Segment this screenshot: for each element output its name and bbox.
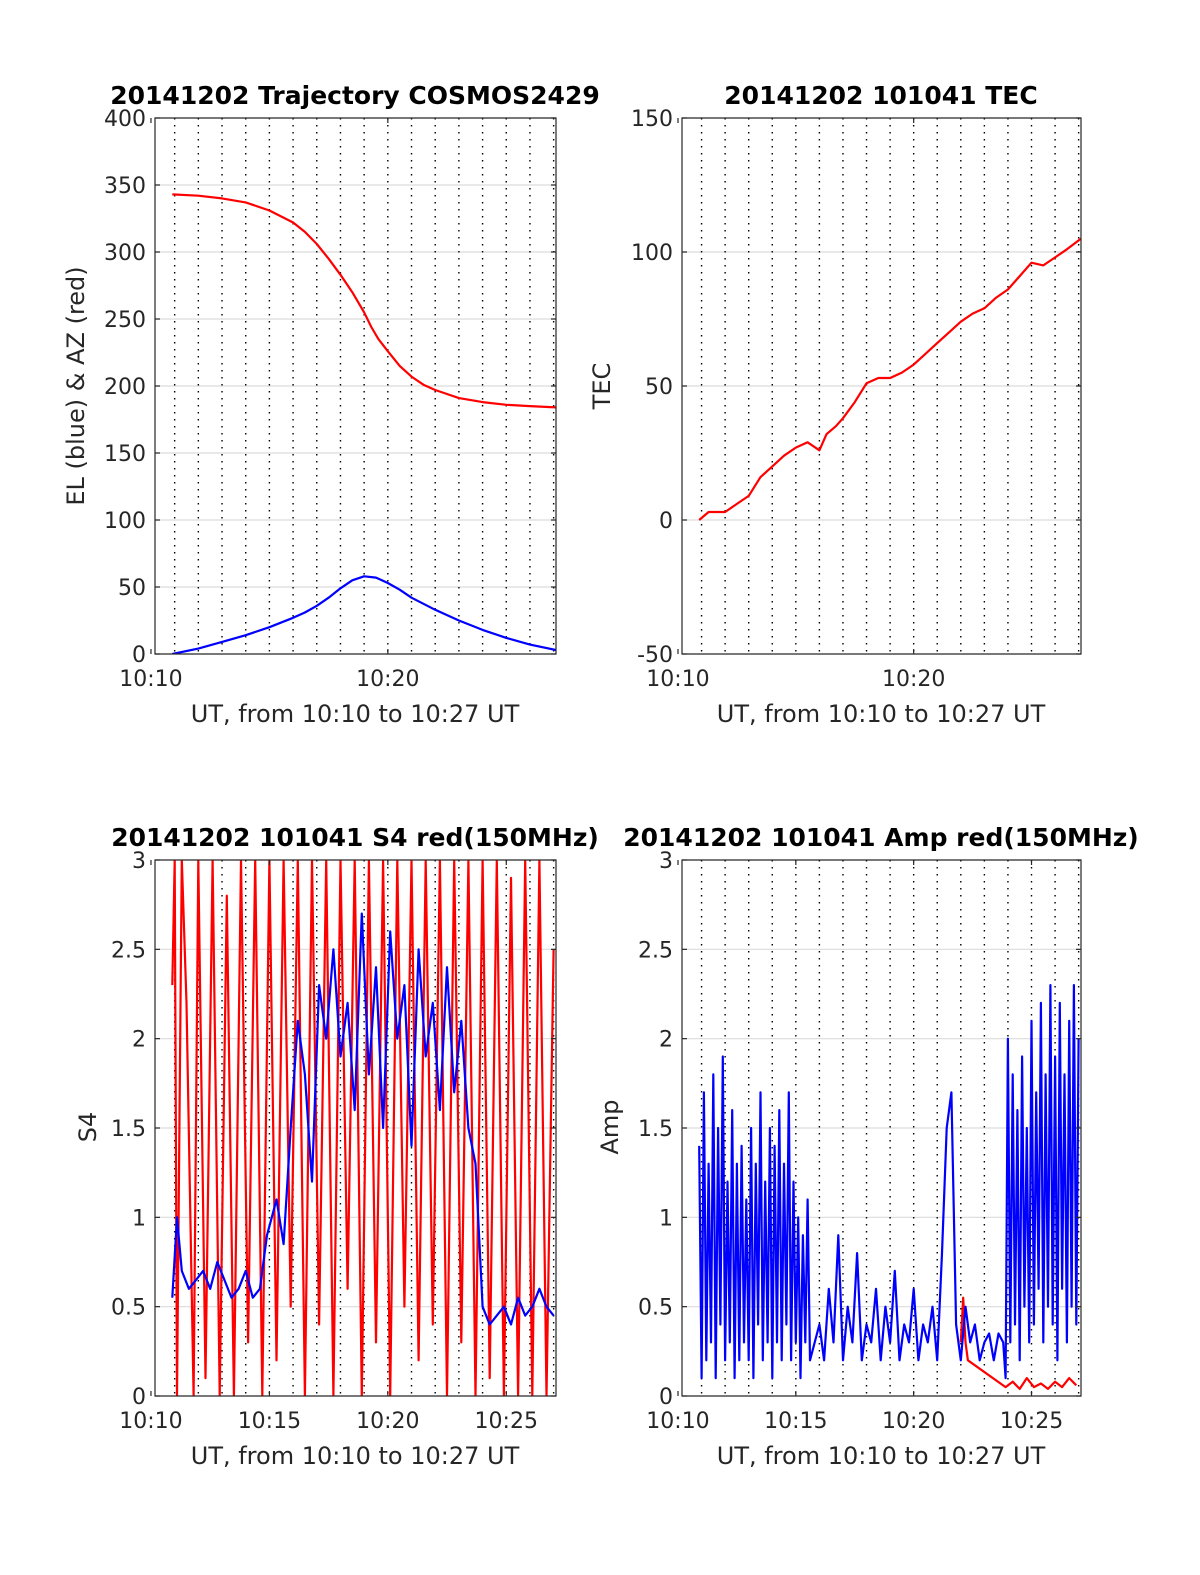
tec-ytick-label-4: 150 bbox=[631, 107, 673, 132]
s4-panel: 0 0.5 1 1.5 2 2.5 3 10:10 10:15 10:20 10:25 201412… bbox=[74, 823, 599, 1470]
amp-ytick-label-2: 1 bbox=[659, 1206, 673, 1231]
tec-ylabel: TEC bbox=[588, 363, 616, 411]
amp-title: 20141202 101041 Amp red(150MHz) bbox=[623, 823, 1139, 852]
tec-ytick-label-1: 0 bbox=[659, 509, 673, 534]
trajectory-ytick-label-6: 300 bbox=[104, 241, 146, 266]
tec-xtick-label-1: 10:20 bbox=[882, 667, 945, 692]
amp-ytick-label-3: 1.5 bbox=[638, 1117, 673, 1142]
amp-ytick-label-0: 0 bbox=[659, 1385, 673, 1410]
trajectory-ytick-label-8: 400 bbox=[104, 107, 146, 132]
amp-xtick-label-3: 10:25 bbox=[1000, 1409, 1063, 1434]
trajectory-ytick-label-2: 100 bbox=[104, 509, 146, 534]
tec-panel: -50 0 50 100 150 10:10 10:20 20141202 101041 T… bbox=[588, 81, 1082, 728]
trajectory-series-az bbox=[172, 193, 556, 409]
s4-xtick-label-3: 10:25 bbox=[475, 1409, 538, 1434]
tec-ytick-label-3: 100 bbox=[631, 241, 673, 266]
trajectory-panel: 0 50 100 150 200 250 300 350 400 10:10 10:20 20141… bbox=[62, 81, 600, 728]
s4-ytick-label-3: 1.5 bbox=[111, 1117, 146, 1142]
amp-panel: 0 0.5 1 1.5 2 2.5 3 10:10 10:15 10:20 10:25 201412… bbox=[596, 823, 1139, 1470]
tec-ytick-label-2: 50 bbox=[645, 375, 673, 400]
s4-xtick-label-2: 10:20 bbox=[356, 1409, 419, 1434]
trajectory-title: 20141202 Trajectory COSMOS2429 bbox=[110, 81, 600, 110]
s4-xtick-label-1: 10:15 bbox=[238, 1409, 301, 1434]
s4-series-s4_red bbox=[171, 860, 555, 1396]
amp-series-amp_red bbox=[959, 1296, 1078, 1391]
trajectory-xtick-label-0: 10:10 bbox=[119, 667, 182, 692]
s4-ytick-label-0: 0 bbox=[132, 1385, 146, 1410]
s4-ytick-label-2: 1 bbox=[132, 1206, 146, 1231]
amp-ytick-label-6: 3 bbox=[659, 849, 673, 874]
amp-xtick-label-0: 10:10 bbox=[646, 1409, 709, 1434]
trajectory-ytick-label-3: 150 bbox=[104, 442, 146, 467]
trajectory-ytick-label-0: 0 bbox=[132, 643, 146, 668]
amp-ytick-label-5: 2.5 bbox=[638, 938, 673, 963]
trajectory-ytick-label-7: 350 bbox=[104, 174, 146, 199]
s4-series-s4_blue bbox=[171, 912, 555, 1326]
tec-title: 20141202 101041 TEC bbox=[724, 81, 1037, 110]
trajectory-ytick-label-4: 200 bbox=[104, 375, 146, 400]
tec-series-tec bbox=[698, 237, 1081, 521]
trajectory-xlabel: UT, from 10:10 to 10:27 UT bbox=[191, 700, 520, 728]
amp-ylabel: Amp bbox=[596, 1099, 624, 1154]
amp-xlabel: UT, from 10:10 to 10:27 UT bbox=[717, 1442, 1046, 1470]
s4-title: 20141202 101041 S4 red(150MHz) bbox=[111, 823, 599, 852]
trajectory-ytick-label-5: 250 bbox=[104, 308, 146, 333]
amp-xtick-label-1: 10:15 bbox=[764, 1409, 827, 1434]
s4-xlabel: UT, from 10:10 to 10:27 UT bbox=[191, 1442, 520, 1470]
trajectory-ylabel: EL (blue) & AZ (red) bbox=[62, 266, 90, 505]
tec-xtick-label-0: 10:10 bbox=[646, 667, 709, 692]
s4-ytick-label-4: 2 bbox=[132, 1028, 146, 1053]
trajectory-xtick-label-1: 10:20 bbox=[356, 667, 419, 692]
s4-ytick-label-6: 3 bbox=[132, 849, 146, 874]
tec-ytick-label-0: -50 bbox=[637, 643, 673, 668]
s4-ytick-label-1: 0.5 bbox=[111, 1296, 146, 1321]
s4-ylabel: S4 bbox=[74, 1112, 102, 1143]
amp-xtick-label-2: 10:20 bbox=[882, 1409, 945, 1434]
tec-xlabel: UT, from 10:10 to 10:27 UT bbox=[717, 700, 1046, 728]
amp-ytick-label-1: 0.5 bbox=[638, 1296, 673, 1321]
trajectory-ytick-label-1: 50 bbox=[118, 576, 146, 601]
s4-ytick-label-5: 2.5 bbox=[111, 938, 146, 963]
trajectory-series-el bbox=[172, 575, 556, 654]
s4-xtick-label-0: 10:10 bbox=[119, 1409, 182, 1434]
amp-series-amp_blue bbox=[698, 983, 1080, 1380]
amp-ytick-label-4: 2 bbox=[659, 1028, 673, 1053]
